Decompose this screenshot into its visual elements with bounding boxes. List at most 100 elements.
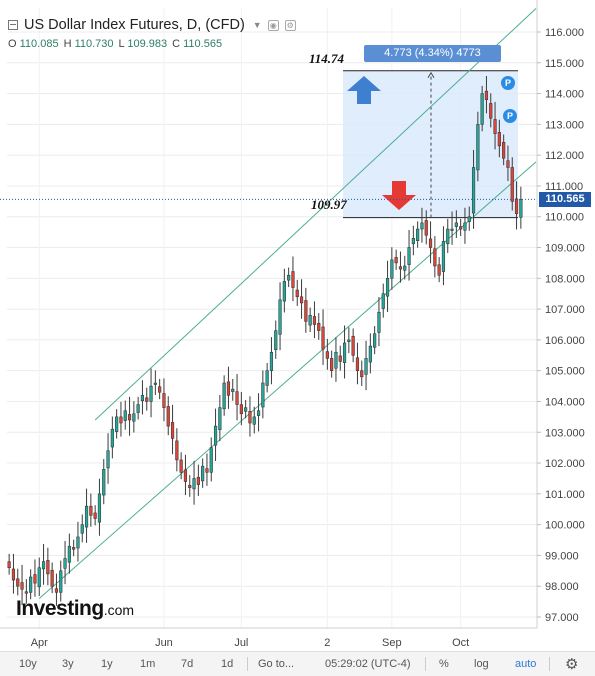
- candle: [29, 569, 33, 600]
- candle-body: [11, 568, 16, 581]
- y-tick-label: 115.000: [545, 58, 584, 70]
- candle: [450, 211, 454, 245]
- candle: [209, 437, 213, 482]
- price-chart[interactable]: 116.000 115.000 114.000 113.000 112.000 111.0…: [0, 0, 595, 651]
- range-1y-button[interactable]: 1y: [101, 658, 113, 670]
- candle: [37, 557, 41, 596]
- log-scale-toggle[interactable]: log: [474, 658, 489, 670]
- candle: [385, 260, 390, 312]
- candle-body: [115, 416, 119, 432]
- candle-body: [390, 259, 394, 279]
- candle-body: [80, 524, 84, 534]
- range-1m-button[interactable]: 1m: [140, 658, 156, 670]
- candle-body: [338, 355, 342, 362]
- bottom-toolbar: 10y 3y 1y 1m 7d 1d Go to... 05:29:02 (UT…: [0, 651, 595, 676]
- range-3y-button[interactable]: 3y: [62, 658, 74, 670]
- candle-body: [480, 93, 484, 125]
- y-tick-label: 104.000: [545, 396, 585, 408]
- candle: [213, 408, 218, 461]
- candle-body: [149, 385, 153, 402]
- eye-icon[interactable]: ◉: [267, 19, 279, 31]
- candle-body: [226, 381, 231, 396]
- measure-arrow-head: [427, 71, 435, 79]
- candle-body: [454, 222, 458, 227]
- chart-title[interactable]: US Dollar Index Futures, D, (CFD): [24, 17, 245, 33]
- auto-scale-toggle[interactable]: auto: [515, 658, 537, 670]
- price-axis[interactable]: 116.000 115.000 114.000 113.000 112.000 111.0…: [537, 27, 585, 624]
- candle-body: [514, 198, 519, 214]
- candle: [342, 325, 347, 379]
- caret-down-icon[interactable]: ▼: [252, 20, 262, 30]
- candle-body: [510, 167, 514, 202]
- candle-body: [506, 160, 510, 168]
- candle: [252, 406, 256, 434]
- y-tick-label: 105.000: [545, 366, 585, 378]
- candle-body: [269, 351, 274, 371]
- candle-body: [304, 300, 308, 322]
- candle-body: [342, 342, 347, 363]
- candle-body: [256, 410, 261, 416]
- y-tick-label: 110.000: [545, 212, 584, 224]
- range-7d-button[interactable]: 7d: [181, 658, 194, 670]
- candle: [325, 338, 329, 370]
- candle: [471, 149, 476, 229]
- p-marker[interactable]: P: [501, 76, 515, 90]
- candle: [364, 340, 368, 391]
- candle-body: [489, 103, 493, 119]
- candle-body: [282, 281, 286, 302]
- go-to-button[interactable]: Go to...: [258, 658, 295, 670]
- trend-channel[interactable]: [38, 8, 537, 599]
- candle-body: [175, 440, 179, 461]
- candle: [261, 370, 265, 419]
- candle-body: [459, 226, 463, 230]
- candle: [355, 342, 360, 385]
- candle-body: [377, 311, 381, 333]
- y-tick-label: 116.000: [545, 27, 584, 39]
- candle: [205, 453, 209, 486]
- measure-tool[interactable]: [343, 70, 518, 219]
- channel-lower-line[interactable]: [38, 161, 537, 599]
- x-tick-label: Sep: [382, 637, 402, 649]
- y-tick-label: 108.000: [545, 273, 585, 285]
- candle: [188, 475, 192, 497]
- candle: [269, 337, 274, 385]
- candle: [72, 539, 76, 557]
- candle-body: [222, 382, 226, 410]
- candle: [321, 309, 325, 365]
- candle: [132, 401, 136, 433]
- candle: [84, 488, 89, 543]
- candle: [467, 206, 471, 231]
- low-value: 109.983: [127, 38, 168, 50]
- candle: [407, 229, 411, 281]
- y-tick-label: 111.000: [545, 181, 583, 193]
- candle-body: [110, 428, 114, 448]
- candle-body: [218, 407, 222, 431]
- gear-icon[interactable]: ⚙: [284, 19, 296, 31]
- candle-body: [93, 512, 97, 519]
- candle: [158, 378, 162, 400]
- p-marker[interactable]: P: [503, 109, 517, 123]
- candle: [424, 210, 428, 245]
- collapse-legend-icon[interactable]: [8, 20, 18, 30]
- range-1d-button[interactable]: 1d: [221, 658, 234, 670]
- candle-body: [424, 220, 428, 236]
- candle: [248, 396, 252, 437]
- candle: [102, 459, 106, 505]
- candle: [218, 395, 222, 442]
- candle: [265, 362, 269, 393]
- candle: [149, 368, 153, 418]
- candle: [136, 396, 140, 420]
- close-label: C: [172, 38, 181, 50]
- time-axis[interactable]: Apr Jun Jul 2 Sep Oct: [31, 637, 470, 649]
- y-tick-label: 113.000: [545, 119, 584, 131]
- candle-body: [265, 370, 269, 386]
- candle-body: [317, 323, 321, 331]
- candle: [437, 257, 441, 283]
- range-10y-button[interactable]: 10y: [19, 658, 37, 670]
- percent-scale-toggle[interactable]: %: [439, 658, 449, 670]
- candle-body: [97, 493, 102, 523]
- candle: [7, 553, 11, 575]
- gear-icon[interactable]: ⚙: [565, 656, 579, 673]
- channel-upper-line[interactable]: [94, 8, 537, 421]
- candle: [373, 326, 377, 355]
